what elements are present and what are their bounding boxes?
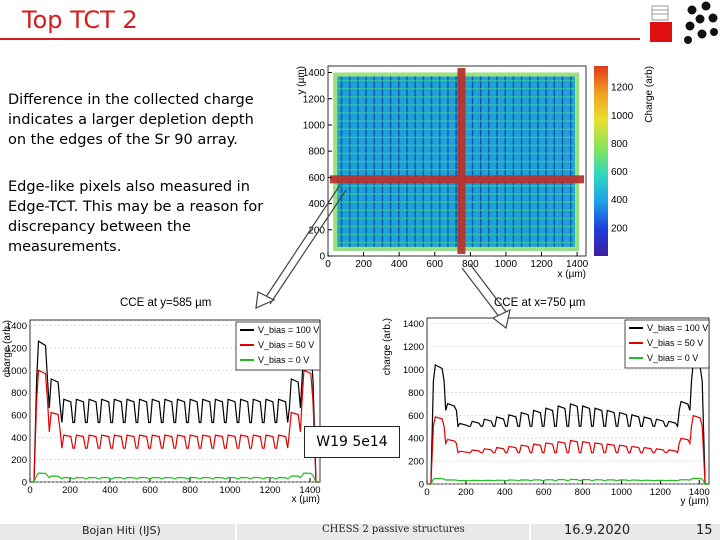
chart-y-tick-label: 1000 bbox=[403, 365, 424, 376]
heatmap-y-axis-label: y (µm) bbox=[296, 66, 307, 95]
chart-y-tick-label: 1000 bbox=[6, 366, 27, 377]
heatmap-x-tick-label: 1200 bbox=[530, 259, 553, 270]
chart-y-tick-label: 1200 bbox=[6, 343, 27, 354]
heatmap-y-tick-label: 0 bbox=[319, 252, 325, 263]
paragraph-edge-tct: Edge-like pixels also measured in Edge-T… bbox=[8, 179, 264, 255]
chart-title: CCE at x=750 µm bbox=[494, 297, 585, 309]
legend-label: V_bias = 50 V bbox=[258, 340, 314, 350]
heatmap-y-tick-label: 1400 bbox=[303, 68, 326, 79]
heatmap-x-tick-label: 200 bbox=[355, 259, 372, 270]
heatmap-y-tick-label: 200 bbox=[308, 225, 325, 236]
chart-x-tick-label: 1200 bbox=[259, 485, 280, 496]
chart-x-axis-label: x (µm) bbox=[291, 494, 320, 505]
chart-series-line bbox=[30, 369, 320, 483]
heatmap-x-tick-label: 0 bbox=[325, 259, 331, 270]
chart-x-tick-label: 0 bbox=[27, 485, 32, 496]
chart-x-tick-label: 400 bbox=[102, 485, 118, 496]
legend-label: V_bias = 100 V bbox=[258, 325, 319, 335]
chart-y-tick-label: 1400 bbox=[403, 319, 424, 330]
chart-title: CCE at y=585 µm bbox=[120, 297, 211, 309]
heatmap-z-tick-label: 600 bbox=[611, 167, 628, 178]
chart-series-line bbox=[427, 477, 709, 485]
chart-series-line bbox=[30, 472, 320, 483]
footer-center-box bbox=[237, 524, 529, 540]
heatmap-y-tick-label: 1200 bbox=[303, 94, 326, 105]
slide-title: Top TCT 2 bbox=[22, 6, 138, 34]
chart-x-tick-label: 800 bbox=[575, 487, 591, 498]
chart-y-tick-label: 600 bbox=[408, 411, 424, 422]
footer-date-box bbox=[531, 524, 720, 540]
heatmap-z-tick-label: 1200 bbox=[611, 83, 634, 94]
heatmap-edge-frame bbox=[333, 72, 579, 251]
chart-x-tick-label: 200 bbox=[458, 487, 474, 498]
heatmap-z-tick-label: 200 bbox=[611, 223, 628, 234]
chart-x-tick-label: 1400 bbox=[299, 485, 320, 496]
chart-y-tick-label: 0 bbox=[419, 480, 424, 491]
chart-series-line bbox=[30, 340, 320, 483]
chart-x-tick-label: 800 bbox=[182, 485, 198, 496]
chart-x-tick-label: 1200 bbox=[650, 487, 671, 498]
chart-series-line bbox=[427, 414, 709, 485]
heatmap-y-tick-label: 600 bbox=[308, 173, 325, 184]
horizontal-cut-marker bbox=[330, 175, 584, 184]
chart-y-tick-label: 200 bbox=[11, 455, 27, 466]
chart-y-axis-label: charge (arb.) bbox=[382, 318, 393, 375]
chart-y-tick-label: 0 bbox=[22, 478, 27, 489]
heatmap-x-tick-label: 1000 bbox=[495, 259, 518, 270]
chart-x-tick-label: 200 bbox=[62, 485, 78, 496]
heatmap-x-tick-label: 400 bbox=[391, 259, 408, 270]
vertical-cut-marker bbox=[457, 68, 466, 254]
chart-x-tick-label: 0 bbox=[424, 487, 429, 498]
heatmap-y-tick-label: 1000 bbox=[303, 120, 326, 131]
cce-x750-chart: CCE at x=750 µm 0 200 400 600 800 1000 1200 1400… bbox=[382, 297, 710, 507]
footer-author: Bojan Hiti (IJS) bbox=[82, 524, 161, 537]
footer-date: 16.9.2020 bbox=[564, 523, 631, 538]
chart-series-line bbox=[427, 361, 709, 485]
footer: Bojan Hiti (IJS) CHESS 2 passive structu… bbox=[0, 522, 720, 540]
legend-label: V_bias = 100 V bbox=[647, 323, 708, 333]
heatmap-z-tick-label: 800 bbox=[611, 139, 628, 150]
chart-y-tick-label: 600 bbox=[11, 410, 27, 421]
chart-x-tick-label: 400 bbox=[497, 487, 513, 498]
paragraph-depletion: Difference in the collected charge indic… bbox=[8, 92, 254, 148]
chart-x-tick-label: 600 bbox=[142, 485, 158, 496]
footer-page-number: 15 bbox=[696, 523, 713, 538]
heatmap-y-tick-label: 800 bbox=[308, 147, 325, 158]
chart-y-tick-label: 1400 bbox=[6, 321, 27, 332]
chart-x-tick-label: 1000 bbox=[611, 487, 632, 498]
footer-center: CHESS 2 passive structures bbox=[322, 524, 465, 535]
heatmap-y-tick-label: 400 bbox=[308, 199, 325, 210]
heatmap-x-tick-label: 800 bbox=[462, 259, 479, 270]
charge-heatmap-chart: 0 200 400 600 800 1000 1200 1400 0 200 400 600 800 10… bbox=[296, 65, 655, 280]
heatmap-x-axis-label: x (µm) bbox=[557, 269, 586, 280]
chart-y-tick-label: 1200 bbox=[403, 342, 424, 353]
legend-label: V_bias = 0 V bbox=[258, 355, 309, 365]
chart-x-tick-label: 600 bbox=[536, 487, 552, 498]
heatmap-color-bar bbox=[594, 66, 608, 256]
chart-x-tick-label: 1000 bbox=[219, 485, 240, 496]
sample-annotation-box: W19 5e14 bbox=[304, 426, 400, 458]
chart-x-tick-label: 1400 bbox=[689, 487, 710, 498]
heatmap-z-tick-label: 400 bbox=[611, 195, 628, 206]
chart-x-axis-label: y (µm) bbox=[680, 496, 709, 507]
cce-y585-chart: CCE at y=585 µm 0 200 400 600 800 1000 1200 1400… bbox=[2, 297, 321, 505]
title-underline bbox=[0, 38, 640, 40]
chart-y-axis-label: charge (arb.) bbox=[2, 320, 13, 377]
heatmap-z-axis-label: Charge (arb) bbox=[644, 66, 655, 123]
chart-y-tick-label: 200 bbox=[408, 457, 424, 468]
heatmap-z-tick-label: 1000 bbox=[611, 111, 634, 122]
chart-y-tick-label: 400 bbox=[408, 434, 424, 445]
chart-y-tick-label: 800 bbox=[11, 388, 27, 399]
footer-author-box bbox=[0, 524, 235, 540]
heatmap-x-tick-label: 1400 bbox=[566, 259, 589, 270]
chart-y-tick-label: 800 bbox=[408, 388, 424, 399]
heatmap-x-tick-label: 600 bbox=[426, 259, 443, 270]
legend-label: V_bias = 50 V bbox=[647, 338, 703, 348]
chart-y-tick-label: 400 bbox=[11, 433, 27, 444]
institute-logo bbox=[650, 1, 718, 44]
legend-label: V_bias = 0 V bbox=[647, 353, 698, 363]
